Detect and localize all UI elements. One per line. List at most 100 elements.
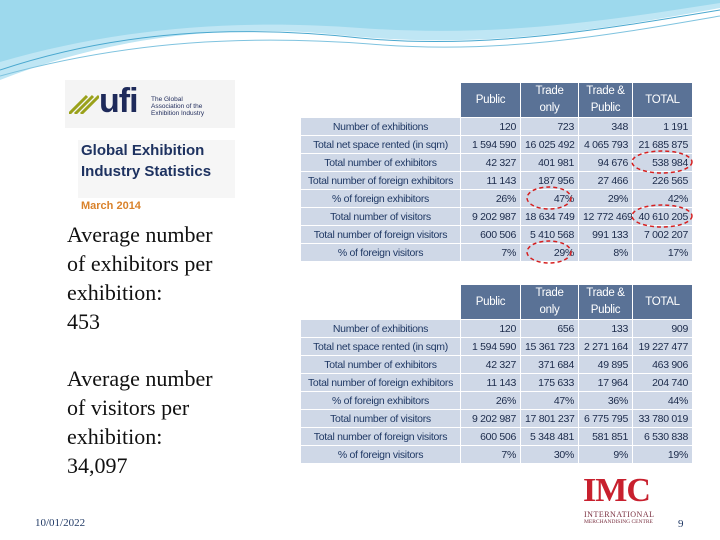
imc-logo: IMC INTERNATIONAL MERCHANDISING CENTRE (583, 472, 667, 526)
row-label: % of foreign exhibitors (300, 391, 461, 410)
data-row: Total net space rented (in sqm) 1 594 590… (300, 135, 693, 154)
cell: 1 594 590 (460, 135, 521, 154)
stat-line: of visitors per (67, 395, 190, 420)
header-wave (0, 0, 720, 80)
tagline-line: Exhibition Industry (151, 110, 205, 117)
cell: 44% (632, 391, 693, 410)
row-label: Total net space rented (in sqm) (300, 337, 461, 356)
highlight (631, 150, 693, 174)
row-label: Total number of foreign visitors (300, 427, 461, 446)
header-cell: TOTAL (632, 82, 693, 118)
stat-line: Average number (67, 366, 213, 391)
highlight (526, 186, 572, 210)
logo-mark: ufi (99, 82, 139, 120)
highlight (631, 204, 693, 228)
row-label: Total number of foreign visitors (300, 225, 461, 244)
header-cell: Trade only (520, 82, 579, 118)
cell: 9% (578, 445, 633, 464)
title-line: Industry Statistics (81, 163, 212, 180)
cell: 21 685 875 (632, 135, 693, 154)
row-label: % of foreign visitors (300, 243, 461, 262)
cell: 175 633 (520, 373, 579, 392)
data-row: Total number of foreign visitors 600 506 5… (300, 225, 693, 244)
cell: 17 801 237 (520, 409, 579, 428)
cell: 11 143 (460, 171, 521, 190)
cell: 7% (460, 243, 521, 262)
tagline-line: The Global (151, 96, 183, 103)
header-cell: Trade only (520, 284, 579, 320)
data-row: Total net space rented (in sqm) 1 594 590… (300, 337, 693, 356)
cell: 1 594 590 (460, 337, 521, 356)
cell: 600 506 (460, 225, 521, 244)
data-row: Total number of foreign visitors 600 506 5… (300, 427, 693, 446)
cell: 12 772 469 (578, 207, 633, 226)
cell: 47% (520, 391, 579, 410)
cell: 42 327 (460, 153, 521, 172)
row-label: Total number of foreign exhibitors (300, 373, 461, 392)
cell: 4 065 793 (578, 135, 633, 154)
cell: 15 361 723 (520, 337, 579, 356)
header-cell: TOTAL (632, 284, 693, 320)
stat-line: Average number (67, 222, 213, 247)
cell: 5 348 481 (520, 427, 579, 446)
data-row: % of foreign visitors 7% 30% 9% 19% (300, 445, 693, 464)
header-row: Public Trade only Trade & Public TOTAL (300, 284, 693, 320)
logo-stripes (69, 94, 99, 114)
cell: 226 565 (632, 171, 693, 190)
data-row: Total number of exhibitors 42 327 371 684 4… (300, 355, 693, 374)
imc-mark: IMC (583, 472, 651, 509)
cell: 463 906 (632, 355, 693, 374)
stat-line: 34,097 (67, 453, 128, 478)
title-line: Global Exhibition (81, 142, 205, 159)
page-number: 9 (678, 518, 684, 530)
data-row: Total number of visitors 9 202 987 18 634 … (300, 207, 693, 226)
cell: 42 327 (460, 355, 521, 374)
cell: 42% (632, 189, 693, 208)
data-table: Public Trade only Trade & Public TOTAL Numbe… (300, 82, 693, 262)
logo-tagline: The Global Association of the Exhibition… (151, 96, 204, 117)
cell: 11 143 (460, 373, 521, 392)
data-row: % of foreign exhibitors 26% 47% 36% 44% (300, 391, 693, 410)
stat-line: exhibition: (67, 280, 163, 305)
cell: 30% (520, 445, 579, 464)
cell: 656 (520, 319, 579, 338)
cell: 371 684 (520, 355, 579, 374)
tagline-line: Association of the (151, 103, 203, 110)
cell: 49 895 (578, 355, 633, 374)
cell: 991 133 (578, 225, 633, 244)
data-row: Total number of foreign exhibitors 11 143… (300, 171, 693, 190)
cell: 8% (578, 243, 633, 262)
cell: 33 780 019 (632, 409, 693, 428)
cell: 36% (578, 391, 633, 410)
cell: 6 530 838 (632, 427, 693, 446)
cell: 120 (460, 319, 521, 338)
cell: 7% (460, 445, 521, 464)
cell: 26% (460, 391, 521, 410)
cell: 18 634 749 (520, 207, 579, 226)
row-label: Total net space rented (in sqm) (300, 135, 461, 154)
header-cell: Public (460, 284, 521, 320)
data-row: % of foreign exhibitors 26% 47% 29% 42% (300, 189, 693, 208)
row-label: Total number of visitors (300, 409, 461, 428)
cell: 17% (632, 243, 693, 262)
cell: 47% (520, 189, 579, 208)
cell: 723 (520, 117, 579, 136)
cell: 401 981 (520, 153, 579, 172)
header-row: Public Trade only Trade & Public TOTAL (300, 82, 693, 118)
row-label: Total number of visitors (300, 207, 461, 226)
data-table: Public Trade only Trade & Public TOTAL Numbe… (300, 284, 693, 464)
cell: 909 (632, 319, 693, 338)
cell: 2 271 164 (578, 337, 633, 356)
stat-line: 453 (67, 309, 100, 334)
cell: 120 (460, 117, 521, 136)
imc-line: INTERNATIONAL (584, 510, 655, 519)
data-row: Number of exhibitions 120 656 133 909 (300, 319, 693, 338)
cell: 9 202 987 (460, 409, 521, 428)
row-label: Number of exhibitions (300, 319, 461, 338)
cell: 204 740 (632, 373, 693, 392)
highlight (526, 240, 572, 264)
data-row: Total number of visitors 9 202 987 17 801 … (300, 409, 693, 428)
data-row: % of foreign visitors 7% 29% 8% 17% (300, 243, 693, 262)
row-label: Total number of exhibitors (300, 355, 461, 374)
cell: 29% (578, 189, 633, 208)
